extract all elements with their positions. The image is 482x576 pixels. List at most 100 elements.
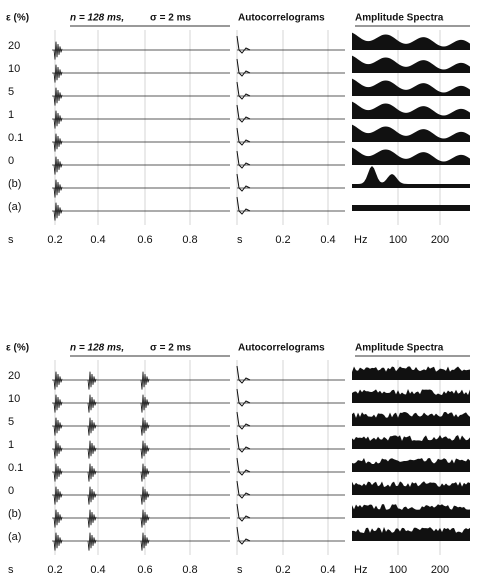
spike bbox=[87, 532, 97, 551]
axis-label: 0.6 bbox=[137, 234, 152, 246]
spectra-title: Amplitude Spectra bbox=[355, 343, 444, 354]
axis-label: 200 bbox=[431, 234, 449, 246]
spectrum bbox=[352, 78, 470, 96]
spike bbox=[140, 463, 150, 482]
row-label: 1 bbox=[8, 109, 14, 121]
spike bbox=[87, 509, 97, 528]
row-label: 1 bbox=[8, 439, 14, 451]
spike bbox=[87, 463, 97, 482]
spectrum bbox=[352, 504, 470, 518]
row-label: (a) bbox=[8, 531, 21, 543]
spike bbox=[53, 371, 63, 390]
n-label: n = 128 ms, bbox=[70, 343, 124, 354]
axis-label: 0.8 bbox=[182, 234, 197, 246]
spike bbox=[87, 417, 97, 436]
axis-label: 0.4 bbox=[320, 234, 335, 246]
autocorr-peak bbox=[236, 388, 251, 407]
spike bbox=[53, 417, 63, 436]
axis-label: 0.4 bbox=[90, 234, 105, 246]
autocorr-title: Autocorrelograms bbox=[238, 13, 325, 24]
autocorr-peak bbox=[236, 526, 251, 545]
row-label: 10 bbox=[8, 63, 20, 75]
axis-label: 0.4 bbox=[90, 564, 105, 576]
n-label: n = 128 ms, bbox=[70, 13, 124, 24]
spike bbox=[53, 110, 63, 129]
row-label: 0 bbox=[8, 155, 14, 167]
row-label: 5 bbox=[8, 86, 14, 98]
spectrum bbox=[352, 481, 470, 495]
row-label: 5 bbox=[8, 416, 14, 428]
spike bbox=[53, 41, 63, 60]
axis-label: 0.2 bbox=[47, 564, 62, 576]
spike bbox=[53, 440, 63, 459]
spectrum bbox=[352, 458, 470, 472]
row-label: (b) bbox=[8, 508, 21, 520]
spectrum bbox=[352, 366, 470, 380]
epsilon-label: ε (%) bbox=[6, 13, 29, 24]
axis-label: s bbox=[237, 234, 243, 246]
spike bbox=[53, 394, 63, 413]
spectrum bbox=[352, 435, 470, 449]
spike bbox=[140, 440, 150, 459]
row-label: 0.1 bbox=[8, 462, 23, 474]
spike bbox=[140, 486, 150, 505]
spectra-title: Amplitude Spectra bbox=[355, 13, 444, 24]
spike bbox=[87, 440, 97, 459]
axis-label: Hz bbox=[354, 564, 367, 576]
axis-label: s bbox=[8, 564, 14, 576]
autocorr-peak bbox=[236, 104, 251, 123]
autocorr-peak bbox=[236, 173, 251, 192]
spike bbox=[87, 486, 97, 505]
autocorr-peak bbox=[236, 58, 251, 77]
autocorr-peak bbox=[236, 196, 251, 215]
spectrum bbox=[352, 205, 470, 211]
spike bbox=[140, 371, 150, 390]
axis-label: 200 bbox=[431, 564, 449, 576]
spike bbox=[53, 532, 63, 551]
spectrum bbox=[352, 101, 470, 119]
autocorr-peak bbox=[236, 480, 251, 499]
autocorr-peak bbox=[236, 35, 251, 54]
autocorr-peak bbox=[236, 503, 251, 522]
spectrum bbox=[352, 124, 470, 142]
spike bbox=[53, 202, 63, 221]
row-label: 20 bbox=[8, 40, 20, 52]
autocorr-peak bbox=[236, 411, 251, 430]
epsilon-label: ε (%) bbox=[6, 343, 29, 354]
spike bbox=[53, 64, 63, 83]
axis-label: 0.8 bbox=[182, 564, 197, 576]
spectrum bbox=[352, 389, 470, 403]
axis-label: 0.6 bbox=[137, 564, 152, 576]
sigma-label: σ = 2 ms bbox=[150, 13, 191, 24]
spike bbox=[53, 133, 63, 152]
axis-label: s bbox=[237, 564, 243, 576]
row-label: 0 bbox=[8, 485, 14, 497]
row-label: 0.1 bbox=[8, 132, 23, 144]
row-label: (b) bbox=[8, 178, 21, 190]
autocorr-title: Autocorrelograms bbox=[238, 343, 325, 354]
spectrum bbox=[352, 165, 470, 188]
spectrum bbox=[352, 527, 470, 541]
spectrum bbox=[352, 147, 470, 165]
axis-label: s bbox=[8, 234, 14, 246]
row-label: (a) bbox=[8, 201, 21, 213]
row-label: 20 bbox=[8, 370, 20, 382]
spike bbox=[53, 509, 63, 528]
autocorr-peak bbox=[236, 365, 251, 384]
axis-label: 0.4 bbox=[320, 564, 335, 576]
axis-label: 100 bbox=[389, 234, 407, 246]
spectrum bbox=[352, 412, 470, 426]
spike bbox=[140, 509, 150, 528]
axis-label: 100 bbox=[389, 564, 407, 576]
row-label: 10 bbox=[8, 393, 20, 405]
spike bbox=[140, 417, 150, 436]
autocorr-peak bbox=[236, 81, 251, 100]
axis-label: 0.2 bbox=[275, 564, 290, 576]
spike bbox=[87, 371, 97, 390]
autocorr-peak bbox=[236, 127, 251, 146]
spike bbox=[140, 394, 150, 413]
spike bbox=[53, 87, 63, 106]
sigma-label: σ = 2 ms bbox=[150, 343, 191, 354]
